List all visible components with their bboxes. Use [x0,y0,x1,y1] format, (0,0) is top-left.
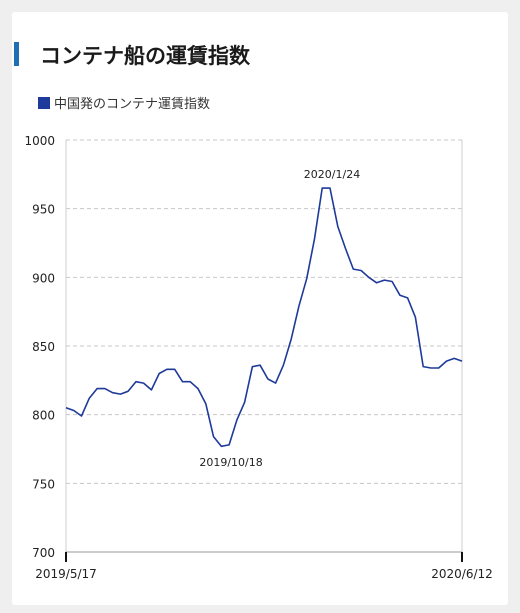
y-tick-label: 800 [32,409,55,423]
legend-label: 中国発のコンテナ運賃指数 [54,97,211,112]
gridlines [65,139,463,552]
y-tick-label: 950 [32,203,55,217]
x-end-label: 2020/6/12 [431,567,493,581]
y-tick-label: 750 [32,477,55,491]
series-lines [65,187,463,448]
legend: 中国発のコンテナ運賃指数 [38,93,210,112]
y-axis-ticks: 1000 950 900 850 800 750 700 [24,134,55,560]
y-tick-label: 900 [32,271,55,285]
annotation-label: 2019/10/18 [199,456,262,469]
chart-card [12,12,508,605]
y-tick-label: 700 [32,546,55,560]
annotation-label: 2020/1/24 [304,168,360,181]
chart-title: コンテナ船の運賃指数 [40,44,250,68]
title-accent-bar [14,42,19,66]
y-tick-label: 850 [32,340,55,354]
annotations: 2020/1/24 2019/10/18 [199,168,360,469]
axes [65,551,463,562]
legend-swatch [38,96,50,109]
x-start-label: 2019/5/17 [35,567,97,581]
series-line [65,187,463,448]
x-axis-labels: 2019/5/17 2020/6/12 [35,567,493,581]
y-tick-label: 1000 [24,134,55,148]
